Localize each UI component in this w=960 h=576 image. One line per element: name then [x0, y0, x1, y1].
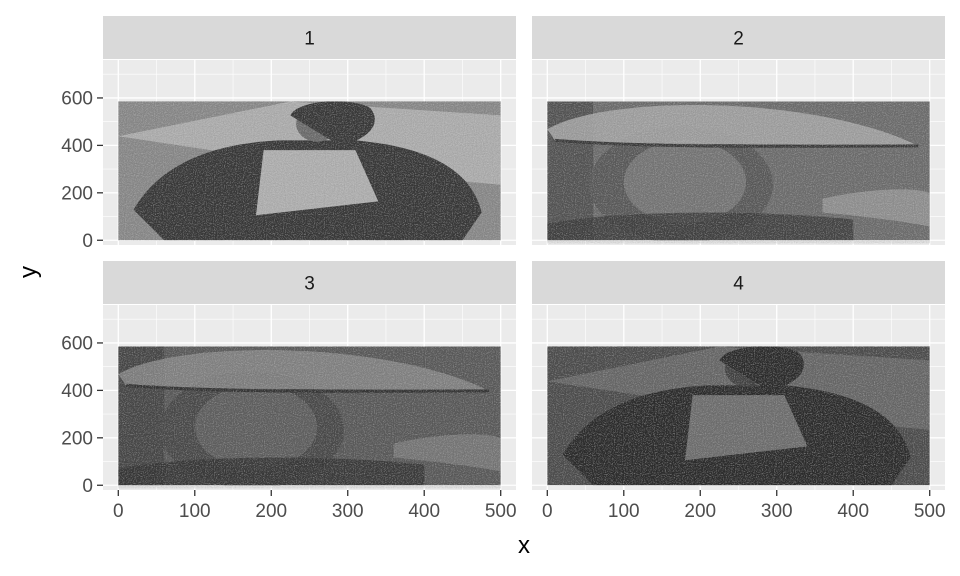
y-tick-label: 600	[61, 333, 93, 354]
facet-strip-3: 3	[103, 261, 516, 304]
strip-background	[103, 261, 516, 304]
facet-strip-1: 1	[103, 16, 516, 59]
y-tick-label: 0	[82, 476, 93, 497]
facet-panel-4	[532, 305, 945, 490]
facet-label: 1	[304, 29, 315, 50]
y-axis-3: 0 200 400 600	[61, 333, 103, 497]
x-tick-label: 300	[761, 501, 793, 522]
facet-strip-4: 4	[532, 261, 945, 304]
x-tick-label: 400	[408, 501, 440, 522]
facet-image-1	[118, 101, 501, 241]
x-axis-3: 0 100 200 300 400 500	[113, 490, 517, 522]
facet-image-2	[547, 101, 930, 241]
facet-label: 3	[304, 274, 315, 295]
facet-panel-3	[103, 305, 516, 490]
x-tick-label: 100	[608, 501, 640, 522]
facet-image-4	[547, 346, 930, 486]
x-tick-label: 100	[179, 501, 211, 522]
y-tick-label: 600	[61, 88, 93, 109]
strip-background	[532, 16, 945, 59]
x-tick-label: 0	[542, 501, 553, 522]
facet-label: 2	[733, 29, 744, 50]
x-tick-label: 500	[485, 501, 517, 522]
x-tick-label: 400	[837, 501, 869, 522]
x-axis-4: 0 100 200 300 400 500	[542, 490, 946, 522]
y-tick-label: 400	[61, 136, 93, 157]
x-tick-label: 300	[332, 501, 364, 522]
y-tick-label: 200	[61, 183, 93, 204]
facet-strip-2: 2	[532, 16, 945, 59]
strip-background	[532, 261, 945, 304]
x-tick-label: 200	[684, 501, 716, 522]
y-tick-label: 200	[61, 428, 93, 449]
y-axis-title: y	[15, 266, 42, 278]
x-tick-label: 0	[113, 501, 124, 522]
y-tick-label: 0	[82, 231, 93, 252]
x-tick-label: 500	[914, 501, 946, 522]
y-tick-label: 400	[61, 381, 93, 402]
strip-background	[103, 16, 516, 59]
x-tick-label: 200	[255, 501, 287, 522]
x-axis-title: x	[518, 532, 530, 559]
facet-panel-2	[532, 60, 945, 245]
facet-image-3	[118, 346, 501, 486]
facet-label: 4	[733, 274, 744, 295]
y-axis-1: 0 200 400 600	[61, 88, 103, 252]
facet-panel-1	[103, 60, 516, 245]
